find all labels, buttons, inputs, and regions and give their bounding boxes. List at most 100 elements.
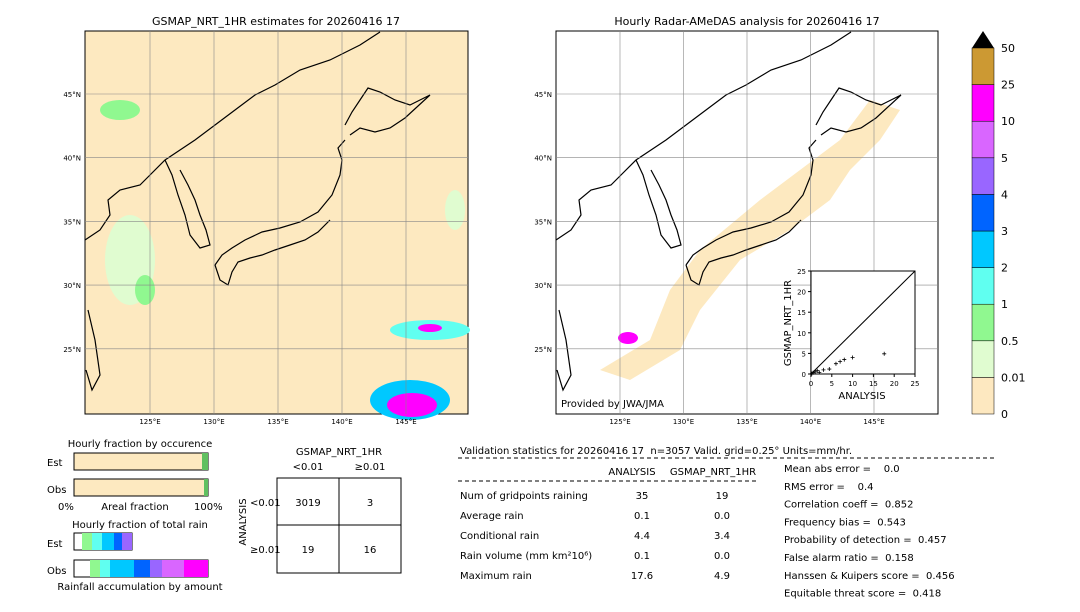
lat-label: 25°N: [534, 346, 552, 354]
lon-label: 135°E: [267, 418, 288, 426]
scatter-point: [817, 370, 822, 375]
val-cell: 35: [636, 491, 649, 502]
total-title: Hourly fraction of total rain: [72, 520, 208, 531]
colorbar-segment: [971, 47, 995, 85]
x-tick-label: 5: [830, 380, 834, 388]
colorbar-label: 5: [1001, 152, 1008, 165]
lon-label: 140°E: [331, 418, 352, 426]
val-cell: 0.0: [714, 551, 730, 562]
lat-label: 40°N: [63, 155, 81, 163]
credit: Provided by JWA/JMA: [561, 399, 664, 410]
val-col: GSMAP_NRT_1HR: [670, 467, 756, 478]
scatter-xlabel: ANALYSIS: [838, 391, 885, 402]
ct-cell: 16: [364, 545, 377, 556]
x-tick-label: 10: [848, 380, 857, 388]
ct-title: GSMAP_NRT_1HR: [296, 447, 382, 458]
scatter-point: [811, 370, 816, 375]
score: RMS error = 0.4: [784, 482, 874, 493]
lon-label: 135°E: [736, 418, 757, 426]
lon-label: 125°E: [139, 418, 160, 426]
occ-bar: [73, 478, 209, 497]
y-tick-label: 25: [797, 268, 806, 276]
occ-axis-label: Areal fraction: [101, 502, 168, 513]
colorbar-label: 0.5: [1001, 335, 1019, 348]
left-map-frame: [84, 30, 469, 415]
x-tick-label: 20: [890, 380, 899, 388]
colorbar-label: 2: [1001, 262, 1008, 275]
occ-title: Hourly fraction by occurence: [68, 439, 212, 450]
x-tick-label: 25: [911, 380, 920, 388]
y-tick-label: 5: [802, 350, 806, 358]
total-row: Est: [47, 539, 63, 550]
total-bars: [73, 532, 209, 578]
val-cell: 4.4: [634, 531, 650, 542]
score: Mean abs error = 0.0: [784, 464, 900, 475]
lon-label: 145°E: [863, 418, 884, 426]
val-row-label: Maximum rain: [460, 571, 532, 582]
val-row-label: Num of gridpoints raining: [460, 491, 588, 502]
colorbar-segment: [971, 303, 995, 342]
lat-label: 30°N: [534, 282, 552, 290]
lat-label: 45°N: [534, 91, 552, 99]
ct-side: ANALYSIS: [238, 498, 249, 545]
y-tick-label: 0: [802, 371, 806, 379]
scatter-point: [850, 355, 855, 360]
scatter-point: [833, 361, 838, 366]
occ-row: Obs: [47, 485, 66, 496]
colorbar-label: 4: [1001, 188, 1008, 201]
right-map-title: Hourly Radar-AMeDAS analysis for 2026041…: [614, 15, 879, 28]
ct-row: <0.01: [250, 498, 281, 509]
colorbar-label: 10: [1001, 115, 1015, 128]
colorbar-label: 0.01: [1001, 371, 1026, 384]
colorbar-extend: [972, 31, 994, 48]
colorbar-segment: [971, 194, 995, 232]
colorbar-segment: [971, 84, 995, 122]
scatter-point: [827, 367, 832, 372]
score: Hanssen & Kuipers score = 0.456: [784, 571, 955, 582]
total-row: Obs: [47, 566, 66, 577]
lon-label: 145°E: [395, 418, 416, 426]
colorbar-segment: [971, 120, 995, 159]
scatter-point: [815, 368, 820, 373]
val-col: ANALYSIS: [608, 467, 655, 478]
lon-label: 130°E: [203, 418, 224, 426]
occ-axis-left: 0%: [58, 502, 74, 513]
val-cell: 3.4: [714, 531, 730, 542]
occ-bar: [73, 452, 209, 471]
val-header: Validation statistics for 20260416 17 n=…: [460, 446, 852, 457]
lat-label: 35°N: [63, 218, 81, 226]
val-cell: 0.1: [634, 551, 650, 562]
val-cell: 17.6: [631, 571, 653, 582]
scatter-point: [882, 351, 887, 356]
val-row-label: Rain volume (mm km²10⁶): [460, 551, 592, 562]
colorbar-segment: [971, 377, 995, 415]
occ-bar: [202, 453, 208, 470]
val-cell: 19: [716, 491, 729, 502]
lon-label: 125°E: [609, 418, 630, 426]
diagonal: [810, 270, 916, 375]
scatter-point: [842, 357, 847, 362]
colorbar-segment: [971, 230, 995, 268]
colorbar-label: 3: [1001, 225, 1008, 238]
val-cell: 4.9: [714, 571, 730, 582]
occ-bar: [204, 479, 208, 496]
lon-label: 130°E: [673, 418, 694, 426]
scatter-point: [821, 367, 826, 372]
right-rain-area: [618, 332, 638, 344]
right-analysis-area: [600, 100, 900, 380]
colorbar-label: 50: [1001, 42, 1015, 55]
score: Probability of detection = 0.457: [784, 535, 947, 546]
ct-col: ≥0.01: [355, 462, 386, 473]
lat-label: 45°N: [63, 91, 81, 99]
val-row-label: Conditional rain: [460, 531, 539, 542]
ct-cell: 3019: [295, 498, 320, 509]
val-cell: 0.0: [714, 511, 730, 522]
colorbar-segment: [971, 267, 995, 305]
y-tick-label: 15: [797, 309, 806, 317]
lon-label: 140°E: [800, 418, 821, 426]
x-tick-label: 0: [809, 380, 813, 388]
y-tick-label: 20: [797, 289, 806, 297]
lat-label: 25°N: [63, 346, 81, 354]
ct-cell: 3: [367, 498, 373, 509]
